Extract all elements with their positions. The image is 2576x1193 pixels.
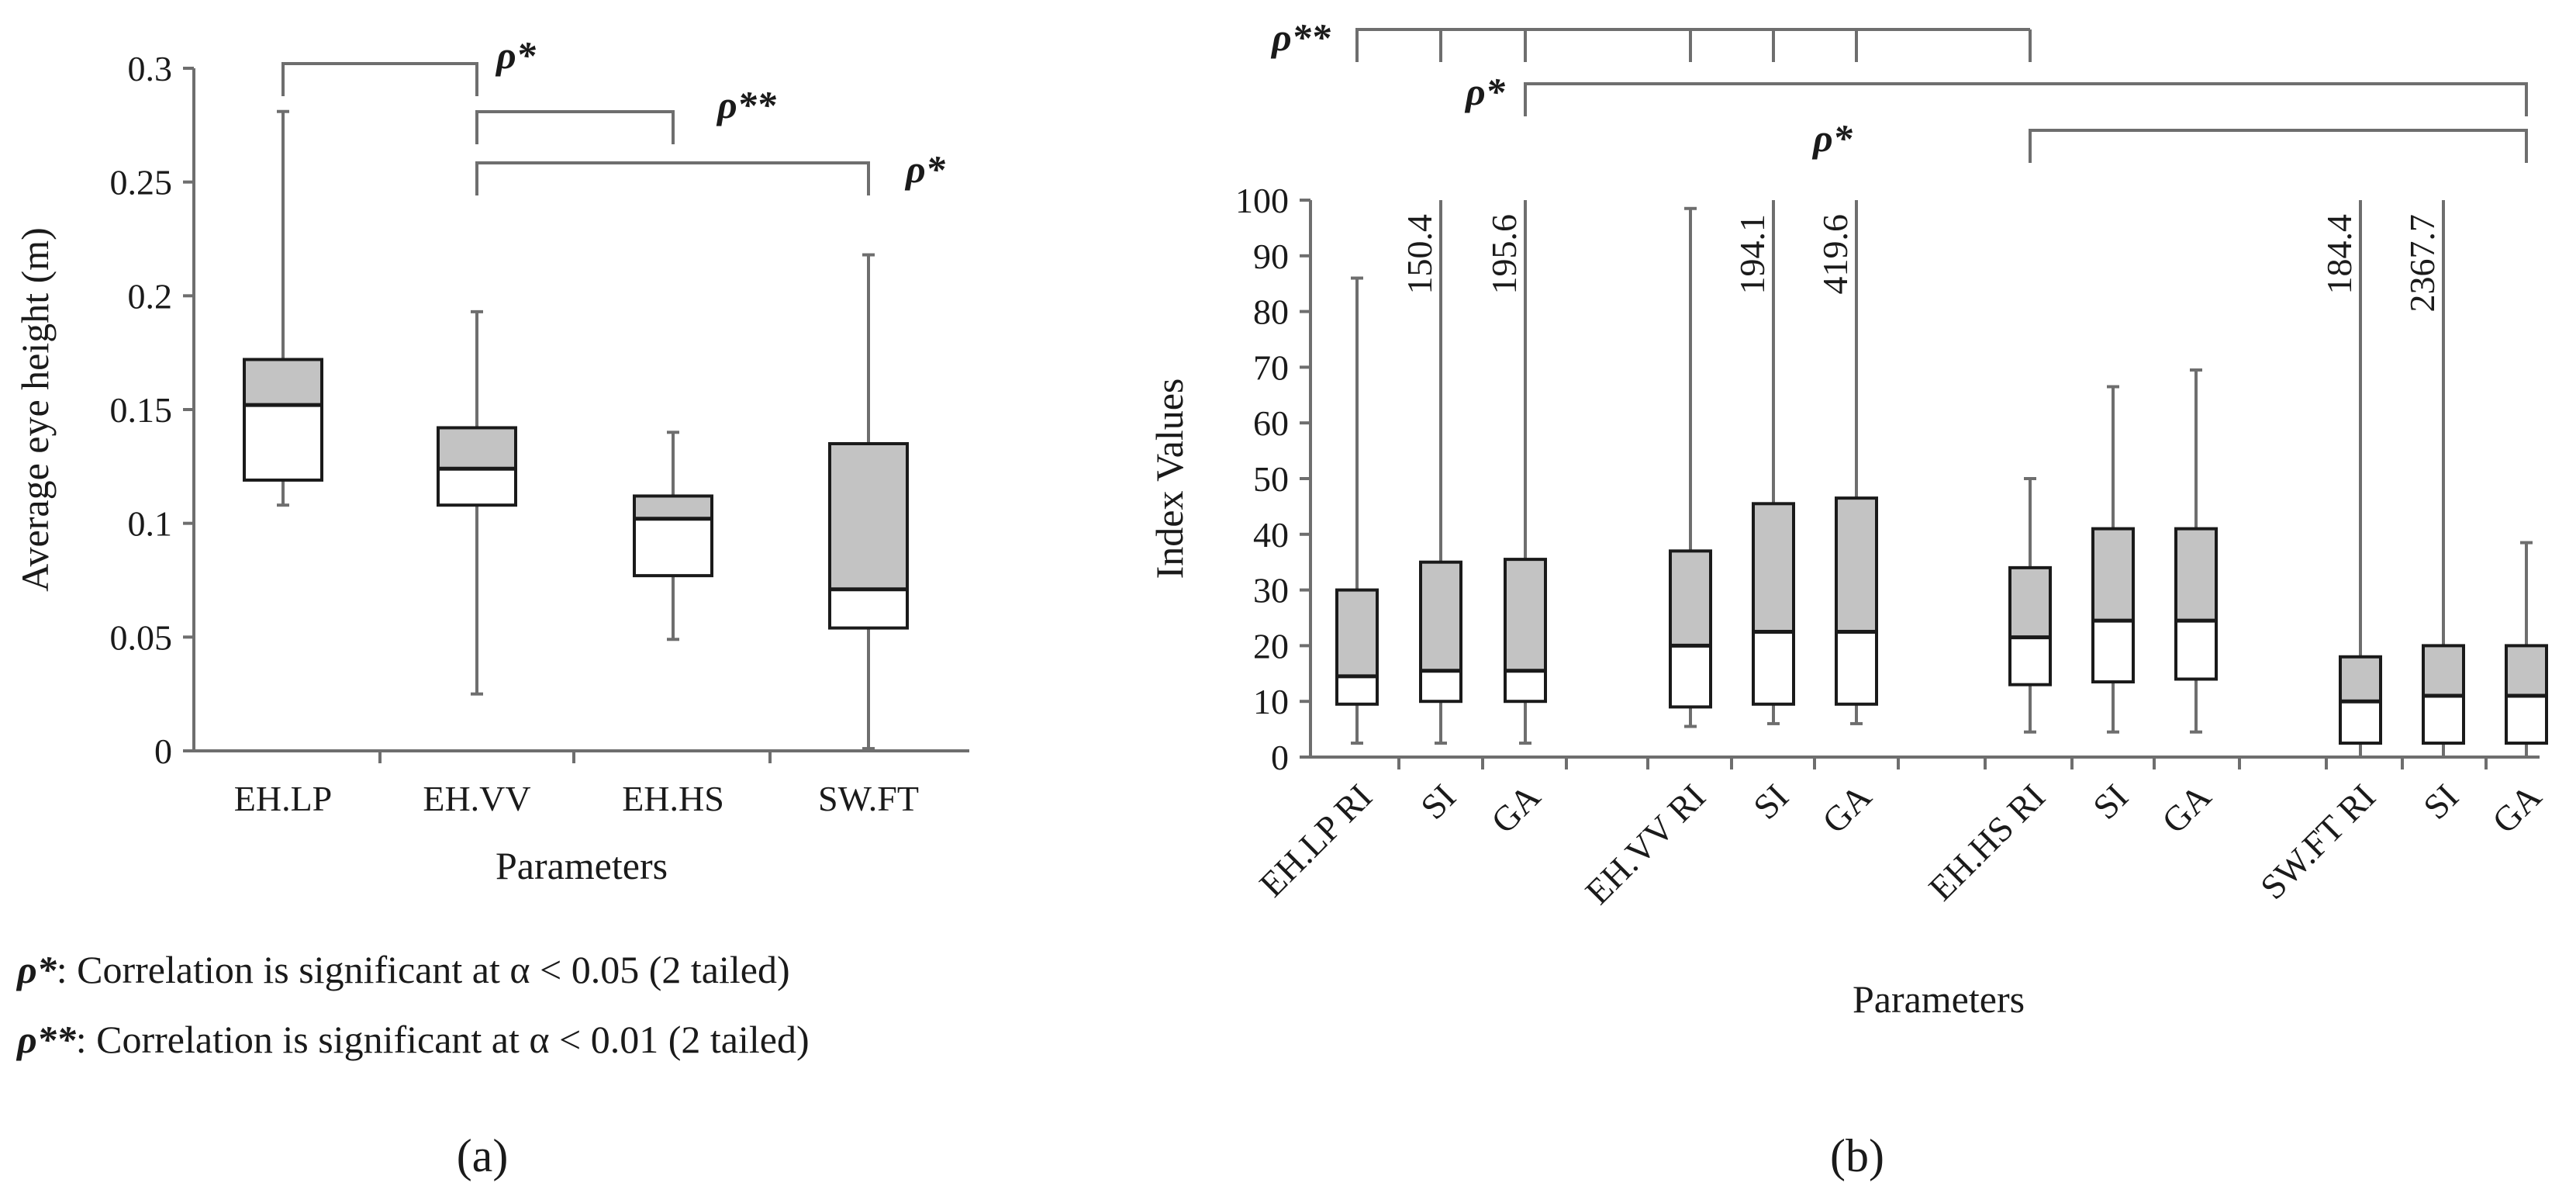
box-lower-quartile [1835, 630, 1878, 706]
box-lower-quartile [1669, 644, 1712, 709]
x-tick-label: EH.VV RI [1577, 776, 1713, 912]
y-tick-label: 10 [1253, 682, 1289, 721]
box-lower-quartile [1504, 669, 1547, 704]
box-lower-quartile [2339, 700, 2382, 745]
y-tick-label: 40 [1253, 515, 1289, 555]
y-tick-label: 0.3 [128, 49, 173, 88]
x-tick-label: EH.LP RI [1252, 776, 1380, 904]
y-tick-label: 20 [1253, 626, 1289, 666]
outlier-max-label: 184.4 [2319, 214, 2359, 295]
x-tick-label: SW.FT RI [2253, 776, 2383, 907]
significance-label: ρ* [495, 33, 537, 77]
box-lower-quartile [633, 517, 713, 578]
box-lower-quartile [2091, 619, 2135, 684]
y-tick-label: 30 [1253, 571, 1289, 610]
box-upper-quartile [1752, 502, 1795, 634]
panel-b-chart: 0 10 20 30 40 50 60 70 80 90 100 150.4 195.6 194.1 419… [1148, 16, 2549, 1021]
y-tick-label: 0.25 [110, 163, 173, 202]
panel-a-chart: 0 0.05 0.1 0.15 0.2 0.25 0.3 EH.LP EH.VV EH.HS SW.… [13, 33, 969, 887]
outlier-max-label: 150.4 [1400, 214, 1439, 295]
box-upper-quartile [1835, 496, 1878, 634]
box-lower-quartile [2422, 694, 2465, 745]
y-tick-label: 60 [1253, 403, 1289, 443]
significance-label: ρ** [716, 83, 777, 126]
panel-label-b: (b) [1830, 1130, 1884, 1181]
significance-legend: ρ*: Correlation is significant at α < 0.… [16, 948, 810, 1061]
y-tick-label: 0.2 [128, 276, 173, 316]
y-tick-label: 70 [1253, 348, 1289, 387]
y-tick-label: 90 [1253, 237, 1289, 276]
y-tick-label: 0 [1271, 738, 1289, 777]
x-tick-label: GA [1815, 776, 1879, 841]
x-tick-label: GA [2484, 776, 2549, 841]
x-tick-label: EH.HS RI [1921, 776, 2053, 908]
box-upper-quartile [2339, 655, 2382, 704]
box-upper-quartile [437, 426, 517, 471]
y-tick-label: 80 [1253, 292, 1289, 332]
box-upper-quartile [2422, 644, 2465, 698]
x-tick-label: EH.VV [423, 779, 530, 818]
significance-bracket [475, 110, 675, 144]
significance-label: ρ* [1464, 70, 1506, 113]
outlier-max-label: 194.1 [1732, 214, 1772, 295]
box-upper-quartile [828, 442, 909, 591]
x-tick-label: GA [1483, 776, 1548, 841]
x-tick-label: SI [1746, 776, 1796, 827]
y-tick-label: 0 [154, 731, 172, 771]
x-tick-label: SW.FT [818, 779, 919, 818]
y-tick-label: 0.1 [128, 504, 173, 544]
y-axis-title: Index Values [1148, 379, 1191, 579]
box-upper-quartile [1504, 558, 1547, 673]
y-tick-label: 0.05 [110, 617, 173, 657]
x-axis-title: Parameters [496, 844, 668, 887]
box-lower-quartile [1752, 630, 1795, 706]
y-tick-label: 100 [1235, 181, 1289, 220]
significance-bracket [1524, 82, 2528, 116]
x-tick-label: GA [2154, 776, 2219, 841]
significance-label: ρ** [1270, 16, 1331, 59]
box-upper-quartile [1419, 560, 1462, 673]
significance-bracket [2029, 129, 2528, 163]
significance-bracket [475, 161, 870, 195]
x-tick-label: EH.HS [622, 779, 724, 818]
x-tick-label: SI [2415, 776, 2466, 827]
box-upper-quartile [2008, 565, 2052, 639]
box-lower-quartile [2505, 694, 2548, 745]
box-upper-quartile [1669, 549, 1712, 648]
box-lower-quartile [243, 403, 323, 482]
outlier-max-label: 2367.7 [2402, 214, 2442, 313]
box-lower-quartile [2008, 635, 2052, 686]
significance-label: ρ* [1811, 116, 1853, 160]
panel-label-a: (a) [457, 1130, 509, 1181]
significance-bracket [1355, 28, 2030, 62]
y-tick-label: 0.15 [110, 390, 173, 430]
box-lower-quartile [1335, 674, 1379, 706]
y-tick-label: 50 [1253, 459, 1289, 499]
x-tick-label: SI [1413, 776, 1463, 827]
outlier-max-label: 195.6 [1484, 214, 1524, 295]
significance-bracket [281, 62, 478, 96]
box-upper-quartile [633, 494, 713, 520]
x-tick-label: SI [2085, 776, 2136, 827]
legend-note-1: ρ*: Correlation is significant at α < 0.… [16, 948, 790, 991]
box-lower-quartile [828, 587, 909, 630]
y-axis-title: Average eye height (m) [13, 227, 57, 592]
box-upper-quartile [1335, 588, 1379, 678]
box-lower-quartile [2174, 619, 2218, 681]
box-lower-quartile [437, 467, 517, 507]
x-tick-label: EH.LP [234, 779, 333, 818]
box-upper-quartile [2505, 644, 2548, 698]
outlier-max-label: 419.6 [1815, 214, 1855, 295]
x-axis-title: Parameters [1853, 977, 2025, 1021]
box-lower-quartile [1419, 669, 1462, 704]
box-upper-quartile [2174, 527, 2218, 623]
box-upper-quartile [2091, 527, 2135, 623]
significance-label: ρ* [904, 147, 946, 191]
box-upper-quartile [243, 358, 323, 407]
legend-note-2: ρ**: Correlation is significant at α < 0… [16, 1018, 810, 1061]
